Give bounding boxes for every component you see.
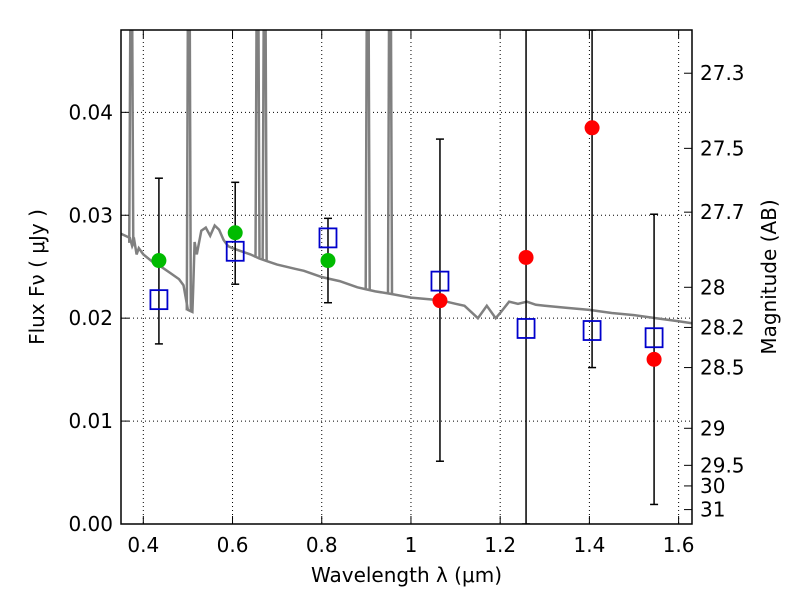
- plot-frame: [120, 29, 693, 525]
- emission-line: [364, 30, 371, 290]
- right-tick-label: 28.5: [700, 356, 745, 380]
- right-tick-label: 29.5: [700, 453, 745, 477]
- emission-line: [185, 30, 193, 311]
- spectrum-layer: [121, 30, 692, 325]
- data-point-circle: [227, 225, 243, 241]
- emission-line: [386, 30, 394, 294]
- x-tick-label: 1.2: [484, 533, 516, 557]
- emission-line: [254, 30, 261, 258]
- data-point-square: [582, 320, 602, 341]
- data-point-square: [225, 240, 245, 262]
- right-tick-label: 28: [700, 275, 725, 299]
- x-tick-label: 0.6: [217, 533, 249, 557]
- spectrum-line: [121, 223, 692, 325]
- x-axis-ticks: 0.4 0.6 0.8 1 1.2 1.4 1.6: [127, 30, 695, 557]
- right-tick-label: 27.3: [700, 61, 745, 85]
- data-point-square: [430, 270, 450, 292]
- y-tick-label: 0.01: [68, 409, 113, 433]
- x-axis-title: Wavelength λ (μm): [311, 563, 502, 587]
- x-tick-label: 1.6: [663, 533, 695, 557]
- right-tick-label: 27.7: [700, 200, 745, 224]
- right-tick-label: 29: [700, 416, 725, 440]
- right-axis-title: Magnitude (AB): [757, 199, 781, 354]
- data-point-circle: [518, 249, 534, 265]
- x-tick-label: 1: [405, 533, 418, 557]
- data-point-circle: [646, 351, 662, 367]
- data-point-circle: [584, 120, 600, 136]
- y-tick-label: 0.03: [68, 203, 113, 227]
- right-tick-label: 31: [700, 498, 725, 522]
- x-tick-label: 0.8: [306, 533, 338, 557]
- x-tick-label: 1.4: [573, 533, 605, 557]
- y-axis-ticks: 0.00 0.01 0.02 0.03 0.04: [68, 100, 129, 536]
- y-tick-label: 0.00: [68, 512, 113, 536]
- right-tick-label: 28.2: [700, 315, 745, 339]
- errorbar-layer: [154, 30, 659, 524]
- data-point-square: [318, 227, 338, 249]
- right-tick-label: 30: [700, 474, 725, 498]
- data-point-circle: [432, 293, 448, 309]
- grid-lines: [121, 30, 692, 525]
- emission-line: [128, 30, 135, 243]
- right-tick-label: 27.5: [700, 136, 745, 160]
- data-point-square: [149, 289, 169, 311]
- y-tick-label: 0.04: [68, 100, 113, 124]
- data-point-square: [516, 318, 536, 339]
- data-point-circle: [151, 253, 167, 269]
- emission-line: [261, 30, 268, 261]
- data-point-square: [644, 327, 664, 349]
- y-axis-title: Flux Fν ( μJy ): [25, 209, 49, 345]
- y-tick-label: 0.02: [68, 306, 113, 330]
- x-tick-label: 0.4: [127, 533, 159, 557]
- data-point-circle: [320, 253, 336, 269]
- marker-layer: [149, 120, 664, 367]
